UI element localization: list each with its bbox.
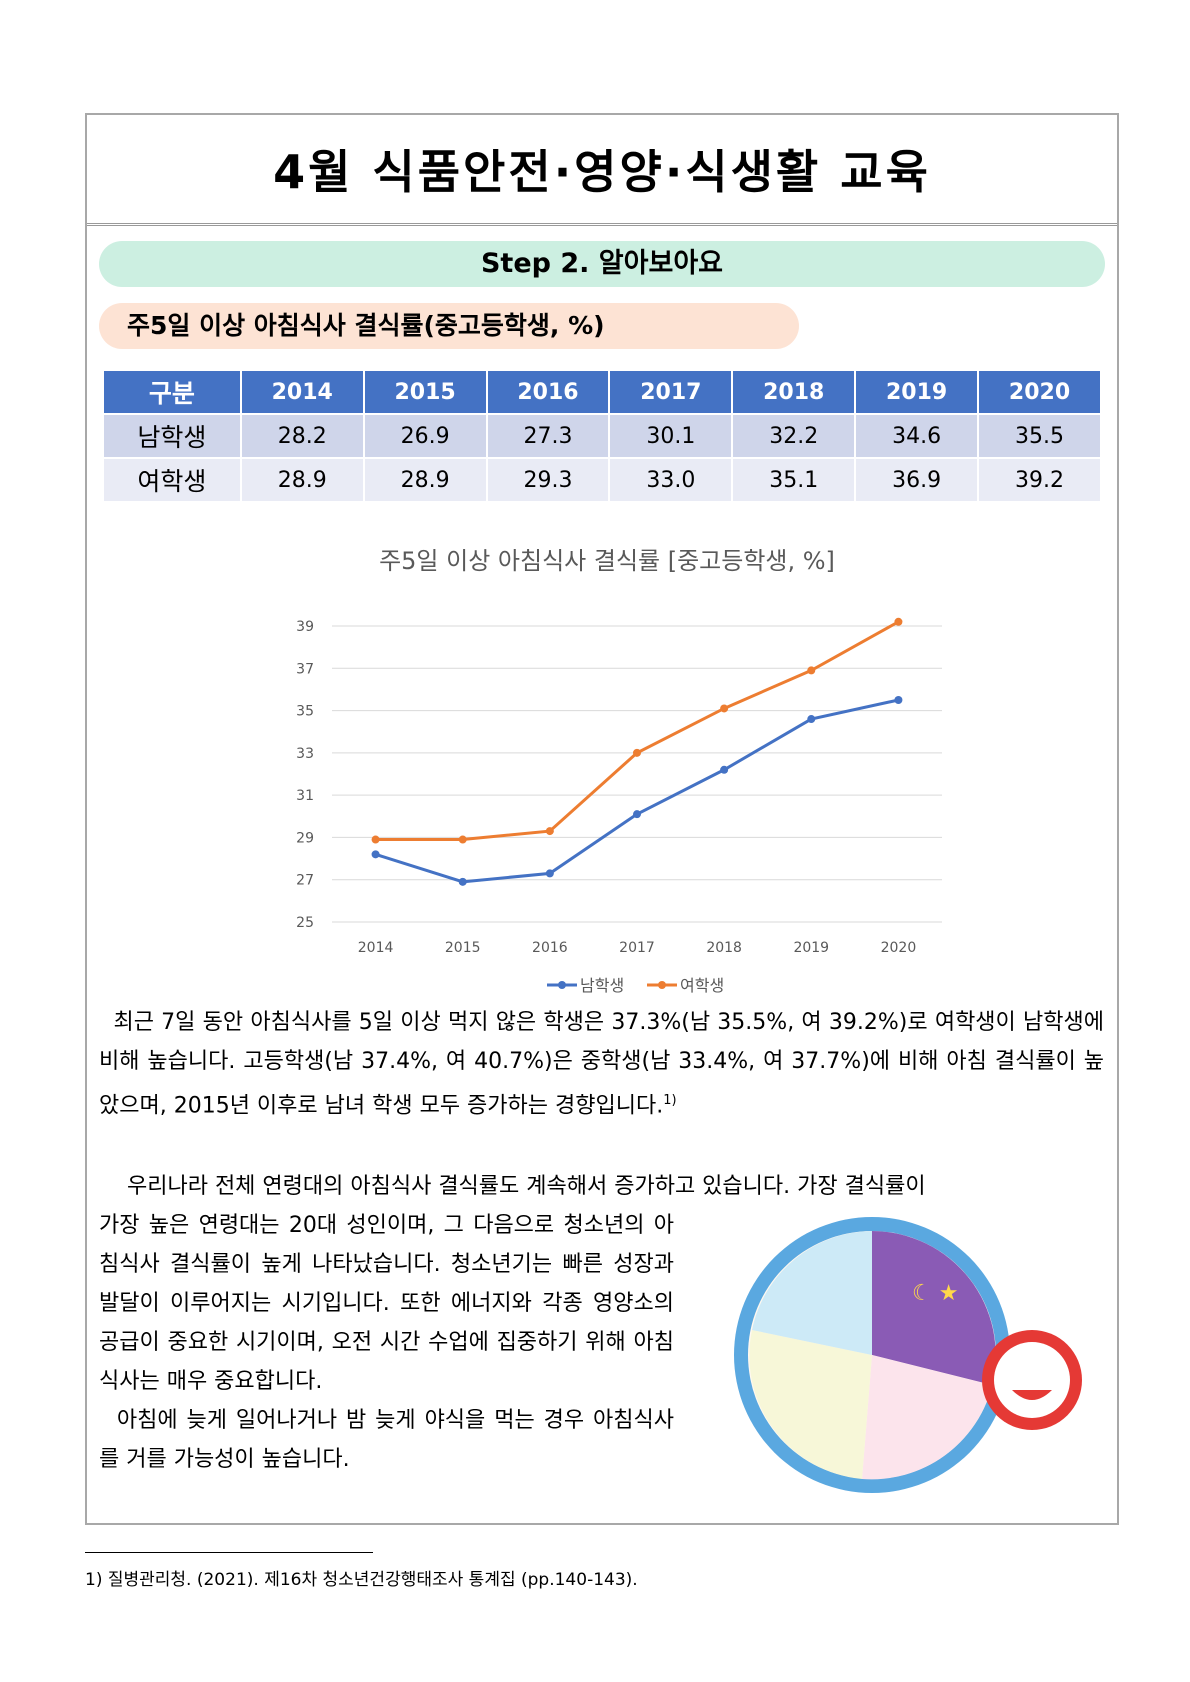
y-tick-label: 37 <box>296 661 314 677</box>
cell: 28.2 <box>241 415 363 457</box>
row-label: 여학생 <box>104 459 240 501</box>
y-tick-label: 27 <box>296 873 314 889</box>
header-cell: 2015 <box>364 371 486 413</box>
cell: 29.3 <box>487 459 609 501</box>
data-point <box>807 715 816 724</box>
y-tick-label: 31 <box>296 788 314 804</box>
data-point <box>633 810 641 819</box>
legend-label: 여학생 <box>680 976 724 995</box>
cell: 27.3 <box>487 415 609 457</box>
clock-illustration: ☾ ★ <box>734 1217 1082 1493</box>
data-point <box>894 696 903 704</box>
table-caption: 주5일 이상 아침식사 결식률(중고등학생, %) <box>99 303 799 349</box>
data-table: 구분 2014 2015 2016 2017 2018 2019 2020 남학… <box>102 369 1102 503</box>
data-point <box>371 835 380 844</box>
data-point <box>458 835 467 844</box>
data-point <box>633 748 641 757</box>
table-row: 남학생 28.2 26.9 27.3 30.1 32.2 34.6 35.5 <box>104 415 1100 457</box>
paragraph-2-lead: 우리나라 전체 연령대의 아침식사 결식률도 계속해서 증가하고 있습니다. 가… <box>126 1174 926 1199</box>
chart-title: 주5일 이상 아침식사 결식률 [중고등학생, %] <box>379 547 835 575</box>
paragraph-2: 우리나라 전체 연령대의 아침식사 결식률도 계속해서 증가하고 있습니다. 가… <box>99 1167 1104 1479</box>
header-cell: 2019 <box>856 371 978 413</box>
data-point <box>545 869 554 878</box>
legend-marker <box>658 981 666 989</box>
table-header-row: 구분 2014 2015 2016 2017 2018 2019 2020 <box>104 371 1100 413</box>
row-label: 남학생 <box>104 415 240 457</box>
header-cell: 2017 <box>610 371 732 413</box>
page-title: 4월 식품안전·영양·식생활 교육 <box>87 115 1117 226</box>
table-row: 여학생 28.9 28.9 29.3 33.0 35.1 36.9 39.2 <box>104 459 1100 501</box>
footnote-ref: 1) <box>663 1093 677 1108</box>
data-point <box>545 827 554 836</box>
paragraph-3: 아침에 늦게 일어나거나 밤 늦게 야식을 먹는 경우 아침식사를 거를 가능성… <box>99 1408 674 1472</box>
footnote: 1) 질병관리청. (2021). 제16차 청소년건강행태조사 통계집 (pp… <box>85 1570 638 1590</box>
y-tick-label: 35 <box>296 704 314 720</box>
legend-marker <box>558 981 566 989</box>
x-tick-label: 2020 <box>881 940 917 956</box>
header-cell: 2020 <box>979 371 1100 413</box>
data-point <box>894 617 903 626</box>
cell: 35.1 <box>733 459 855 501</box>
cell: 36.9 <box>856 459 978 501</box>
y-tick-label: 33 <box>296 746 314 762</box>
paragraph-1-text: 최근 7일 동안 아침식사를 5일 이상 먹지 않은 학생은 37.3%(남 3… <box>99 1010 1104 1119</box>
series-line-0 <box>375 698 899 884</box>
data-point <box>458 877 467 886</box>
y-tick-label: 29 <box>296 830 314 846</box>
step-heading: Step 2. 알아보아요 <box>99 241 1105 287</box>
data-point <box>720 704 729 713</box>
x-tick-label: 2014 <box>358 940 394 956</box>
x-tick-label: 2018 <box>706 940 742 956</box>
cell: 34.6 <box>856 415 978 457</box>
header-cell: 2016 <box>487 371 609 413</box>
data-point <box>807 666 816 675</box>
cell: 26.9 <box>364 415 486 457</box>
legend-label: 남학생 <box>580 976 624 995</box>
cell: 35.5 <box>979 415 1100 457</box>
cell: 39.2 <box>979 459 1100 501</box>
y-tick-label: 25 <box>296 915 314 931</box>
cell: 33.0 <box>610 459 732 501</box>
cell: 30.1 <box>610 415 732 457</box>
footnote-divider <box>85 1552 373 1553</box>
x-tick-label: 2019 <box>793 940 829 956</box>
series-line-1 <box>375 620 900 842</box>
header-cell: 2014 <box>241 371 363 413</box>
svg-text:☾ ★: ☾ ★ <box>912 1281 958 1306</box>
header-cell: 구분 <box>104 371 240 413</box>
cell: 28.9 <box>364 459 486 501</box>
paragraph-1: 최근 7일 동안 아침식사를 5일 이상 먹지 않은 학생은 37.3%(남 3… <box>99 1003 1104 1125</box>
data-point <box>720 765 729 774</box>
x-tick-label: 2017 <box>619 940 655 956</box>
x-tick-label: 2016 <box>532 940 568 956</box>
y-tick-label: 39 <box>296 619 314 635</box>
paragraph-2-rest: 가장 높은 연령대는 20대 성인이며, 그 다음으로 청소년의 아침식사 결식… <box>99 1213 674 1394</box>
cell: 32.2 <box>733 415 855 457</box>
x-tick-label: 2015 <box>445 940 481 956</box>
header-cell: 2018 <box>733 371 855 413</box>
content-frame: 4월 식품안전·영양·식생활 교육 Step 2. 알아보아요 주5일 이상 아… <box>85 113 1119 1525</box>
cell: 28.9 <box>241 459 363 501</box>
data-point <box>371 850 380 859</box>
line-chart: 주5일 이상 아침식사 결식률 [중고등학생, %] 25 27 29 31 33 35 3… <box>296 547 942 995</box>
